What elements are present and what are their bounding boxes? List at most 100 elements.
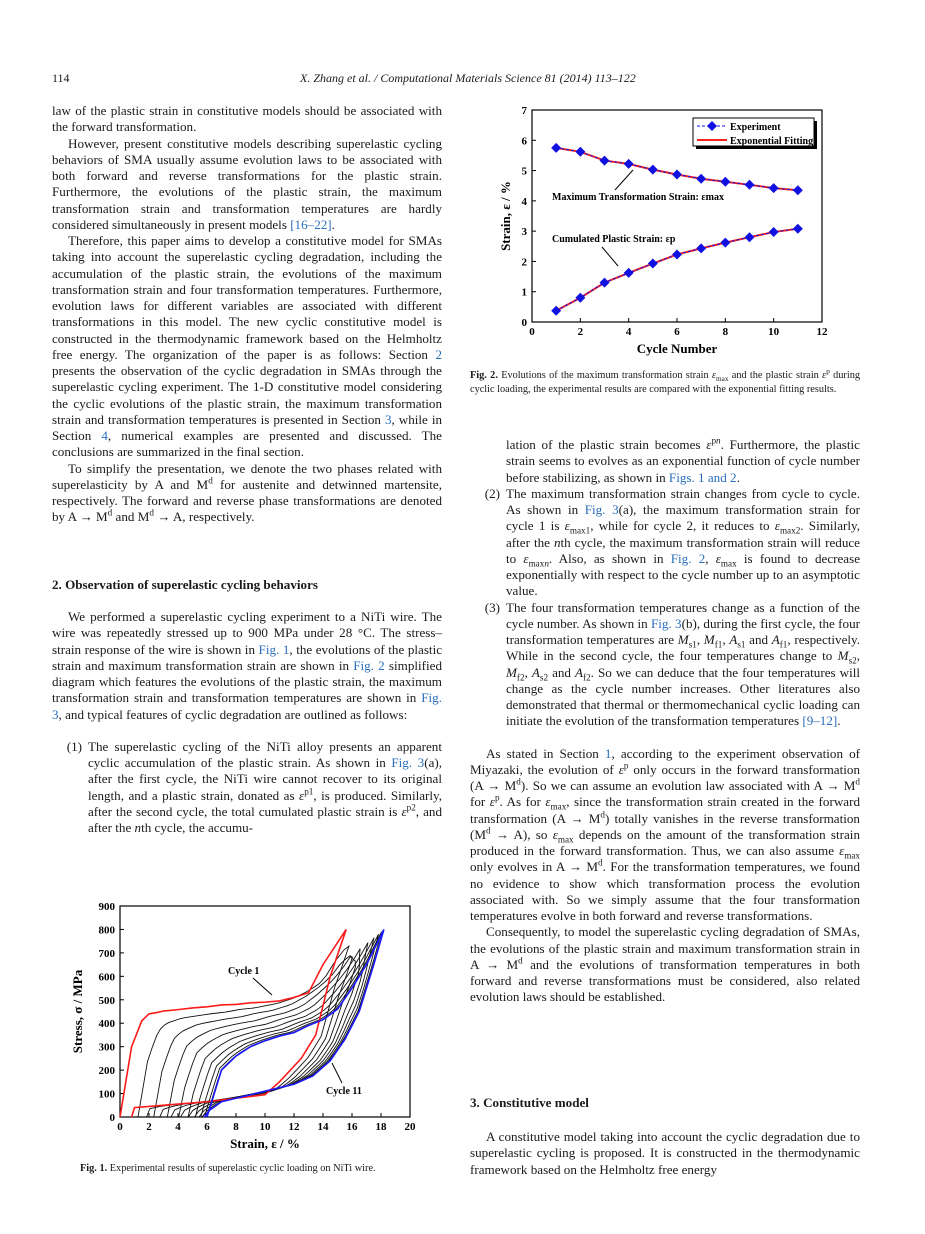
y-tick-label: 800 <box>99 924 116 936</box>
annotation-arrow <box>252 977 273 996</box>
data-point <box>744 179 755 190</box>
y-axis-label: Strain, ε / % <box>498 181 513 251</box>
legend-entry: Experiment <box>730 122 781 133</box>
data-point <box>696 173 707 184</box>
data-point <box>768 183 779 194</box>
data-point <box>575 146 586 157</box>
data-point <box>672 249 682 260</box>
y-axis-label: Stress, σ / MPa <box>70 969 85 1053</box>
x-tick-label: 10 <box>768 326 780 338</box>
list-text: The maximum transformation strain change… <box>506 485 861 599</box>
data-point <box>575 292 586 303</box>
data-point <box>672 169 682 180</box>
y-tick-label: 5 <box>522 166 528 178</box>
y-tick-label: 0 <box>522 317 528 329</box>
x-tick-label: 12 <box>289 1121 301 1133</box>
paragraph: However, present constitutive models des… <box>52 135 442 232</box>
x-tick-label: 2 <box>578 326 584 338</box>
x-tick-label: 16 <box>347 1121 359 1133</box>
x-tick-label: 8 <box>233 1121 239 1133</box>
figure-1-stress-strain-chart: 0 2 4 6 8 10 12 14 16 18 2001002003004005006007008… <box>70 901 417 1151</box>
cycle-11-curve <box>203 929 385 1118</box>
x-tick-label: 8 <box>723 326 729 338</box>
x-tick-label: 10 <box>260 1121 272 1133</box>
annotation: Cycle 11 <box>326 1086 362 1097</box>
data-point <box>768 227 779 238</box>
data-point <box>720 176 731 187</box>
list-text: The four transformation temperatures cha… <box>506 599 861 729</box>
experiment-line <box>555 228 798 312</box>
x-axis-label: Strain, ε / % <box>230 1136 300 1151</box>
data-point <box>623 158 634 169</box>
caption-label: Fig. 1. <box>80 1163 108 1174</box>
data-point <box>792 185 803 196</box>
data-point <box>551 142 562 153</box>
figure-2-caption: Fig. 2. Evolutions of the maximum transf… <box>470 368 860 396</box>
y-tick-label: 4 <box>522 196 528 208</box>
annotation: Cycle 1 <box>228 966 259 977</box>
caption-text: Experimental results of superelastic cyc… <box>109 1163 376 1174</box>
y-tick-label: 3 <box>522 226 528 238</box>
data-point <box>623 267 634 278</box>
x-axis-label: Cycle Number <box>637 341 718 356</box>
list-text: lation of the plastic strain becomes εpn… <box>506 435 860 485</box>
x-tick-label: 2 <box>146 1121 152 1133</box>
data-point <box>792 223 803 234</box>
y-tick-label: 700 <box>99 948 116 960</box>
data-point <box>744 232 755 243</box>
list-item-1: (1) The superelastic cycling of the NiTi… <box>52 739 442 837</box>
y-tick-label: 6 <box>522 135 528 147</box>
right-column: lation of the plastic strain becomes εpn… <box>470 435 861 1006</box>
y-tick-label: 900 <box>99 901 116 913</box>
y-tick-label: 2 <box>522 256 528 268</box>
list-number: (2) <box>484 485 500 501</box>
y-tick-label: 100 <box>99 1089 116 1101</box>
y-tick-label: 400 <box>99 1018 116 1030</box>
data-point <box>696 243 707 254</box>
page-number: 114 <box>52 71 70 85</box>
left-column-section2: We performed a superelastic cycling expe… <box>52 609 442 836</box>
paragraph: Therefore, this paper aims to develop a … <box>52 233 442 460</box>
fit-line <box>556 146 798 192</box>
experiment-line <box>556 147 798 191</box>
caption-label: Fig. 2. <box>470 370 498 381</box>
y-tick-label: 600 <box>99 971 116 983</box>
data-point <box>599 277 610 288</box>
x-tick-label: 14 <box>318 1121 330 1133</box>
paragraph: law of the plastic strain in constitutiv… <box>52 103 442 135</box>
list-number: (1) <box>66 738 82 754</box>
annotation-arrow <box>601 246 619 267</box>
data-point <box>720 237 731 248</box>
x-tick-label: 4 <box>626 326 632 338</box>
y-tick-label: 1 <box>522 287 528 299</box>
y-tick-label: 500 <box>99 995 116 1007</box>
x-tick-label: 18 <box>376 1121 388 1133</box>
x-tick-label: 20 <box>405 1121 417 1133</box>
x-tick-label: 12 <box>817 326 829 338</box>
paragraph: A constitutive model taking into account… <box>470 1129 860 1177</box>
y-tick-label: 200 <box>99 1065 116 1077</box>
paragraph: We performed a superelastic cycling expe… <box>52 609 443 722</box>
section-heading-3: 3. Constitutive model <box>470 1095 589 1110</box>
annotation: Cumulated Plastic Strain: εp <box>552 234 676 245</box>
data-point <box>647 258 658 269</box>
section-heading-2: 2. Observation of superelastic cycling b… <box>52 577 318 592</box>
running-title: X. Zhang et al. / Computational Material… <box>300 71 636 85</box>
paragraph: Consequently, to model the superelastic … <box>470 924 860 1005</box>
y-tick-label: 300 <box>99 1042 116 1054</box>
legend-experiment-marker <box>707 121 717 131</box>
list-item-2: (2) The maximum transformation strain ch… <box>470 486 860 600</box>
annotation: Maximum Transformation Strain: εmax <box>552 192 724 203</box>
right-column-section3: A constitutive model taking into account… <box>470 1129 860 1178</box>
data-point <box>551 305 562 316</box>
cycle-1-curve <box>119 929 347 1118</box>
x-tick-label: 0 <box>529 326 535 338</box>
x-tick-label: 6 <box>674 326 680 338</box>
annotation-arrow <box>331 1062 343 1084</box>
paragraph: As stated in Section 1, according to the… <box>470 745 860 924</box>
data-point <box>599 155 610 166</box>
paragraph: To simplify the presentation, we denote … <box>52 460 442 525</box>
list-text: The superelastic cycling of the NiTi all… <box>88 738 443 835</box>
x-tick-label: 6 <box>204 1121 210 1133</box>
list-number: (3) <box>484 599 500 615</box>
